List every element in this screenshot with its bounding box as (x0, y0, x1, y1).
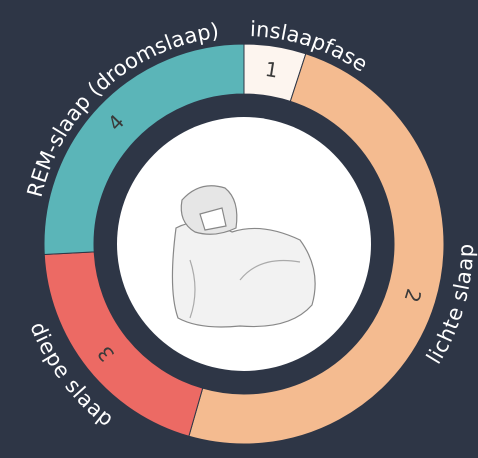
sleep-cycle-diagram: 1inslaapfase2lichte slaap3diepe slaap4RE… (0, 0, 478, 458)
